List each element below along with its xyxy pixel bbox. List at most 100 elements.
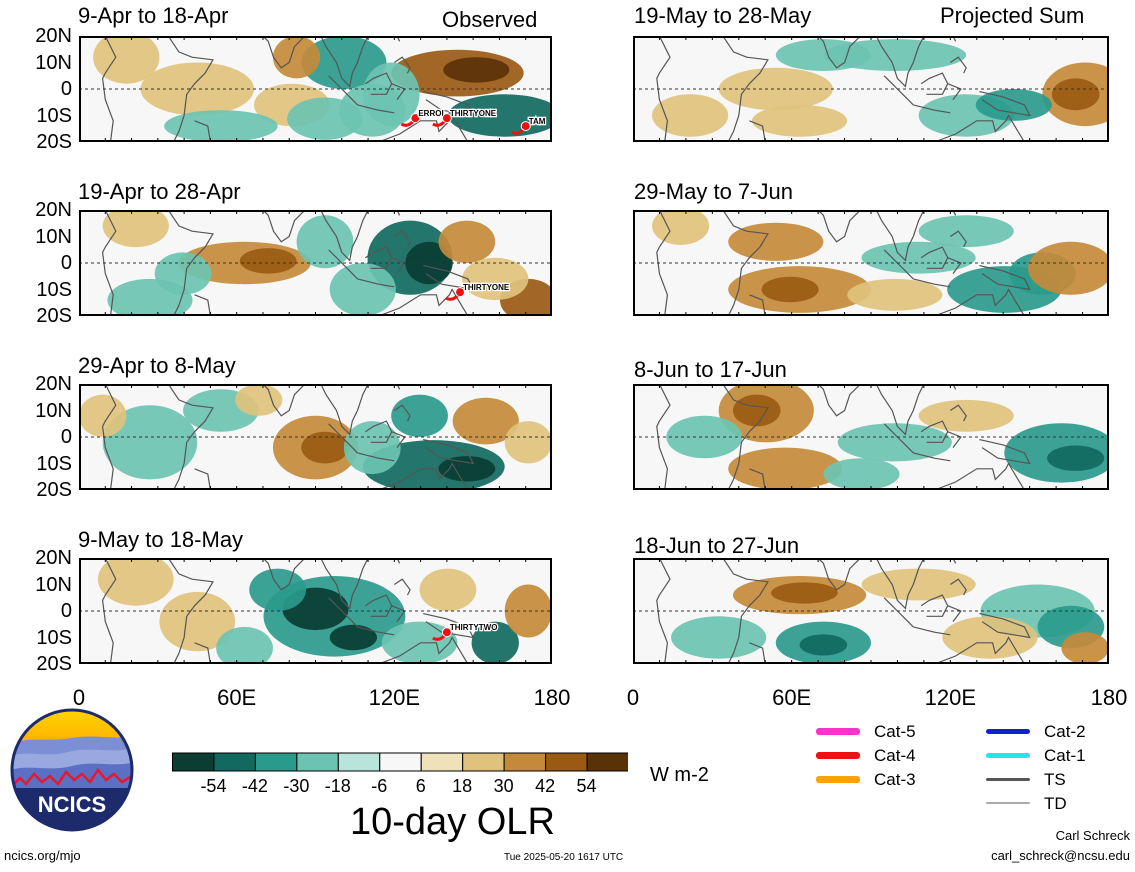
storm-marker (441, 627, 452, 638)
coastline (226, 384, 306, 417)
legend-label-cat-1: Cat-1 (1044, 746, 1086, 765)
olr-anomaly-blob (732, 394, 781, 427)
colorbar-units: W m-2 (650, 764, 709, 786)
coastline (423, 265, 475, 291)
storm-marker (441, 113, 452, 124)
legend-label-cat-4: Cat-4 (874, 746, 916, 765)
olr-anomaly-blob (504, 584, 552, 638)
olr-anomaly-blob (775, 39, 871, 71)
olr-anomaly-blob (752, 104, 848, 137)
coastline (194, 468, 211, 490)
olr-anomaly-blob (799, 634, 848, 656)
coastline (423, 91, 475, 117)
coastline (656, 558, 671, 664)
panel-title-proj-1: 19-May to 28-May (634, 3, 812, 28)
coastline (656, 384, 671, 490)
coastline (365, 594, 393, 617)
coastline (979, 91, 1031, 117)
coastline (913, 452, 951, 462)
coastline (423, 439, 475, 465)
footer-email: carl_schreck@ncsu.edu (991, 848, 1130, 863)
coastline (357, 452, 395, 462)
coastline (101, 384, 117, 490)
latitude-label: 20S (36, 479, 72, 501)
coastline (920, 420, 949, 443)
colorbar-tick: -6 (371, 776, 388, 796)
olr-anomaly-blob (329, 263, 396, 316)
coastline (378, 114, 469, 142)
olr-anomaly-blob (671, 616, 767, 659)
storm-label: ERROL (418, 109, 446, 118)
colorbar-swatch (337, 752, 381, 772)
olr-anomaly-blob (1061, 632, 1109, 664)
coastline (934, 462, 1025, 490)
storm-label-halo: THIRTYTWO (450, 623, 498, 632)
coastline (722, 210, 769, 316)
coastline (167, 210, 214, 316)
coastline (194, 294, 211, 316)
olr-anomaly-blob (652, 94, 729, 137)
coastline (167, 558, 214, 664)
olr-anomaly-blob (79, 394, 127, 437)
olr-anomaly-blob (272, 36, 321, 79)
olr-anomaly-blob (159, 591, 236, 652)
olr-anomaly-blob (438, 220, 496, 263)
coastline (226, 210, 306, 243)
storm-marker (410, 113, 421, 124)
olr-anomaly-blob (837, 423, 952, 462)
legend-label-ts: TS (1044, 770, 1066, 789)
coastline (920, 594, 949, 617)
latitude-label: 0 (60, 600, 72, 622)
latitude-label: 10N (35, 51, 72, 74)
coastline (722, 558, 769, 664)
map-panel-projected-3 (633, 384, 1109, 490)
coastline (226, 558, 306, 591)
storm-label: TAM (529, 117, 546, 126)
coastline (656, 210, 671, 316)
storm-label-halo: THIRTYONE (450, 109, 497, 118)
footer-author: Carl Schreck (1055, 828, 1130, 843)
longitude-label: 0 (72, 685, 86, 710)
colorbar-tick: 6 (415, 776, 426, 796)
longitude-label: 120E (924, 685, 977, 710)
coastline (934, 636, 1025, 664)
olr-anomaly-blob (1047, 445, 1105, 471)
latitude-label: 20S (36, 131, 72, 153)
latitude-label: 10S (36, 104, 72, 127)
coastline (913, 104, 951, 114)
storm-label-halo: THIRTYONE (463, 283, 510, 292)
olr-anomaly-blob (102, 405, 198, 480)
coastline (320, 558, 369, 610)
colorbar-swatch (420, 752, 464, 772)
map-panel-observed-3 (79, 384, 552, 490)
olr-anomaly-blob (443, 57, 510, 83)
coastline (423, 613, 475, 639)
olr-anomaly-blob (343, 421, 401, 475)
coastline (934, 288, 1025, 316)
colorbar-tick: 54 (576, 776, 597, 796)
coastline (875, 36, 925, 88)
olr-anomaly-blob (452, 397, 519, 445)
latitude-label: 20N (35, 373, 72, 395)
latitude-label: 0 (60, 78, 72, 100)
olr-anomaly-blob (249, 568, 307, 611)
coastline (883, 249, 914, 280)
olr-anomaly-blob (391, 394, 448, 437)
panel-title-proj-2: 29-May to 7-Jun (634, 179, 793, 204)
coastline (378, 288, 469, 316)
coastline (101, 558, 117, 664)
legend-line-cat-1 (986, 752, 1030, 758)
storm-label: THIRTYTWO (450, 623, 498, 632)
coastline (979, 613, 1031, 639)
olr-anomaly-blob (666, 415, 743, 459)
olr-colorbar (172, 752, 628, 772)
coastline (949, 404, 967, 422)
coastline (883, 75, 914, 106)
panel-title-obs-3: 29-Apr to 8-May (78, 353, 236, 378)
olr-anomaly-blob (93, 36, 160, 84)
colorbar-tick: 18 (452, 776, 473, 796)
olr-anomaly-blob (718, 67, 833, 111)
